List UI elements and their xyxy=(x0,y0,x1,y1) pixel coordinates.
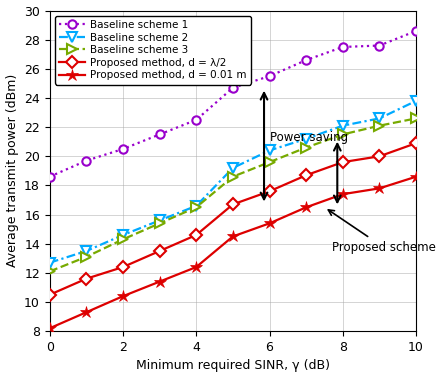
Proposed method, d = 0.01 m xyxy=(230,234,235,239)
Proposed method, d = 0.01 m xyxy=(120,294,126,299)
Proposed method, d = λ/2 xyxy=(340,160,346,164)
Baseline scheme 1 xyxy=(47,174,52,179)
Baseline scheme 1 xyxy=(267,74,272,78)
Proposed method, d = 0.01 m xyxy=(267,221,272,226)
Text: Proposed scheme: Proposed scheme xyxy=(328,210,436,254)
Baseline scheme 1 xyxy=(157,132,162,137)
Proposed method, d = 0.01 m xyxy=(194,265,199,269)
Baseline scheme 1 xyxy=(377,43,382,48)
Baseline scheme 2 xyxy=(84,249,89,253)
Proposed method, d = λ/2 xyxy=(47,293,52,297)
Line: Proposed method, d = λ/2: Proposed method, d = λ/2 xyxy=(45,139,420,299)
Baseline scheme 1 xyxy=(194,118,199,122)
Y-axis label: Average transmit power (dBm): Average transmit power (dBm) xyxy=(5,74,19,268)
Baseline scheme 3 xyxy=(157,221,162,226)
Proposed method, d = λ/2 xyxy=(230,202,235,207)
Baseline scheme 3 xyxy=(303,145,309,150)
Line: Baseline scheme 3: Baseline scheme 3 xyxy=(45,113,421,276)
Proposed method, d = 0.01 m xyxy=(47,326,52,330)
Proposed method, d = λ/2 xyxy=(84,276,89,281)
Baseline scheme 1 xyxy=(84,158,89,163)
Proposed method, d = 0.01 m xyxy=(377,186,382,191)
Line: Baseline scheme 2: Baseline scheme 2 xyxy=(45,96,421,268)
Proposed method, d = 0.01 m xyxy=(413,174,419,179)
Baseline scheme 3 xyxy=(47,269,52,274)
Baseline scheme 1 xyxy=(303,58,309,62)
Baseline scheme 2 xyxy=(377,116,382,121)
Baseline scheme 3 xyxy=(194,205,199,209)
Baseline scheme 1 xyxy=(413,29,419,33)
Proposed method, d = 0.01 m xyxy=(340,192,346,197)
Proposed method, d = λ/2 xyxy=(303,173,309,178)
Baseline scheme 2 xyxy=(303,136,309,141)
Baseline scheme 3 xyxy=(340,132,346,137)
Baseline scheme 3 xyxy=(267,160,272,164)
Proposed method, d = 0.01 m xyxy=(157,279,162,284)
Baseline scheme 3 xyxy=(413,116,419,121)
Baseline scheme 3 xyxy=(84,254,89,259)
Baseline scheme 1 xyxy=(340,45,346,49)
Baseline scheme 2 xyxy=(120,233,126,237)
Proposed method, d = λ/2 xyxy=(413,141,419,146)
Proposed method, d = λ/2 xyxy=(267,189,272,194)
Baseline scheme 3 xyxy=(120,237,126,242)
Baseline scheme 2 xyxy=(267,148,272,153)
Baseline scheme 3 xyxy=(230,174,235,179)
Baseline scheme 2 xyxy=(230,166,235,170)
Line: Baseline scheme 1: Baseline scheme 1 xyxy=(45,27,420,181)
Baseline scheme 1 xyxy=(230,85,235,90)
Baseline scheme 2 xyxy=(194,204,199,208)
Proposed method, d = 0.01 m xyxy=(84,310,89,314)
Legend: Baseline scheme 1, Baseline scheme 2, Baseline scheme 3, Proposed method, d = λ/: Baseline scheme 1, Baseline scheme 2, Ba… xyxy=(55,16,251,85)
Proposed method, d = λ/2 xyxy=(194,233,199,237)
Line: Proposed method, d = 0.01 m: Proposed method, d = 0.01 m xyxy=(43,170,422,335)
Text: Power saving: Power saving xyxy=(269,131,347,144)
Proposed method, d = 0.01 m xyxy=(303,205,309,209)
Proposed method, d = λ/2 xyxy=(157,249,162,253)
Baseline scheme 2 xyxy=(340,123,346,128)
Baseline scheme 2 xyxy=(47,260,52,265)
Baseline scheme 3 xyxy=(377,123,382,128)
Baseline scheme 2 xyxy=(413,99,419,103)
Baseline scheme 1 xyxy=(120,147,126,151)
Proposed method, d = λ/2 xyxy=(120,265,126,269)
Baseline scheme 2 xyxy=(157,218,162,223)
Proposed method, d = λ/2 xyxy=(377,154,382,158)
X-axis label: Minimum required SINR, γ (dB): Minimum required SINR, γ (dB) xyxy=(136,359,330,372)
